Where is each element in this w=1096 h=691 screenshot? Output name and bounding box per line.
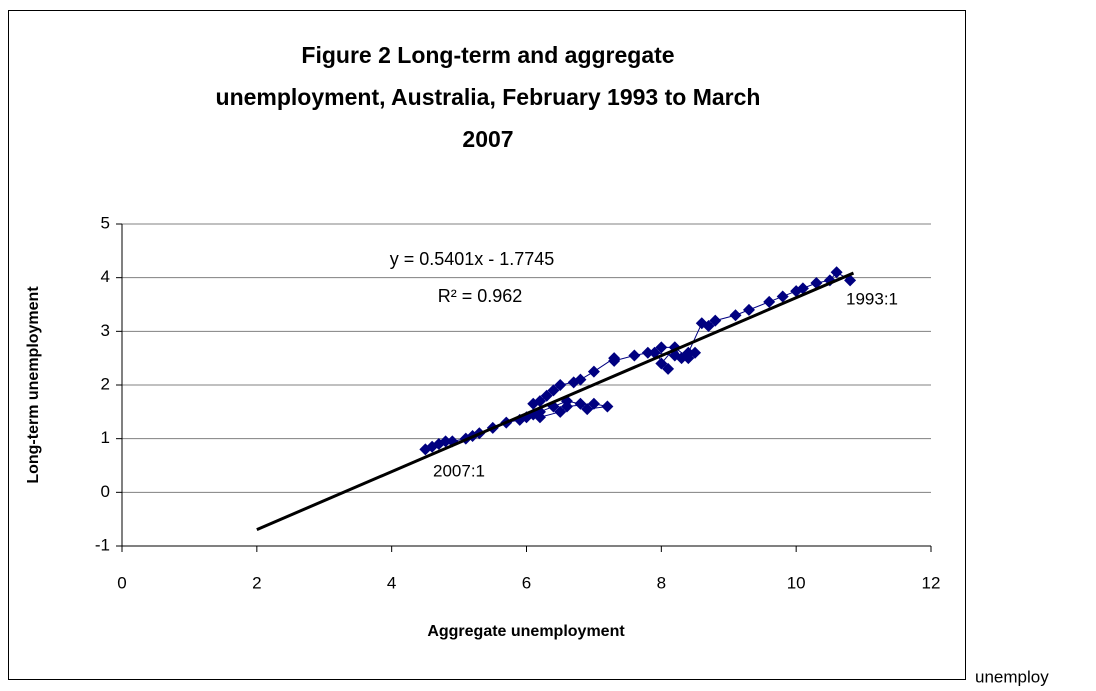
data-point <box>581 403 594 416</box>
data-point <box>574 397 587 410</box>
data-point <box>527 397 540 410</box>
data-point <box>763 295 776 308</box>
y-tick-label: 4 <box>101 267 110 286</box>
r-squared: R² = 0.962 <box>438 286 523 306</box>
data-point <box>554 379 567 391</box>
y-tick-label: 3 <box>101 321 110 340</box>
y-axis-label: Long-term unemployment <box>25 286 42 484</box>
data-point <box>540 389 553 402</box>
x-tick-label: 4 <box>387 573 396 592</box>
data-point <box>601 400 614 413</box>
x-axis-label: Aggregate unemployment <box>427 623 625 640</box>
y-tick-label: -1 <box>95 535 110 554</box>
data-point <box>742 303 755 316</box>
data-point <box>655 357 668 370</box>
data-point <box>682 352 695 365</box>
x-tick-label: 2 <box>252 573 261 592</box>
trendline-equation: y = 0.5401x - 1.7745 <box>390 249 555 269</box>
data-point <box>587 397 600 410</box>
data-point <box>567 376 580 389</box>
trendline <box>256 271 855 531</box>
y-tick-label: 0 <box>101 482 110 501</box>
data-point <box>729 309 742 322</box>
data-point <box>709 314 722 327</box>
x-tick-label: 12 <box>922 573 941 592</box>
data-point <box>689 346 702 359</box>
data-point <box>830 266 843 279</box>
x-tick-label: 10 <box>787 573 806 592</box>
data-point <box>554 405 567 418</box>
data-point <box>628 349 641 362</box>
data-point <box>641 346 654 359</box>
data-point <box>655 341 668 354</box>
annotation: 2007:1 <box>433 461 485 480</box>
data-point <box>547 384 560 397</box>
data-point <box>419 443 432 456</box>
data-point <box>776 290 789 303</box>
stray-text: unemploy <box>975 667 1049 686</box>
data-point <box>587 365 600 378</box>
data-point <box>790 285 803 298</box>
data-point <box>810 277 823 290</box>
x-tick-label: 0 <box>117 573 126 592</box>
data-point <box>608 352 621 365</box>
chart-title: Figure 2 Long-term and aggregate <box>301 42 674 68</box>
data-point <box>662 362 675 375</box>
chart-title: 2007 <box>462 126 513 152</box>
data-point <box>695 317 708 330</box>
chart-title: unemployment, Australia, February 1993 t… <box>216 84 761 110</box>
x-tick-label: 6 <box>522 573 531 592</box>
annotation: 1993:1 <box>846 289 898 308</box>
y-tick-label: 1 <box>101 428 110 447</box>
y-tick-label: 2 <box>101 374 110 393</box>
x-tick-label: 8 <box>657 573 666 592</box>
y-tick-label: 5 <box>101 213 110 232</box>
chart-frame <box>8 10 966 680</box>
